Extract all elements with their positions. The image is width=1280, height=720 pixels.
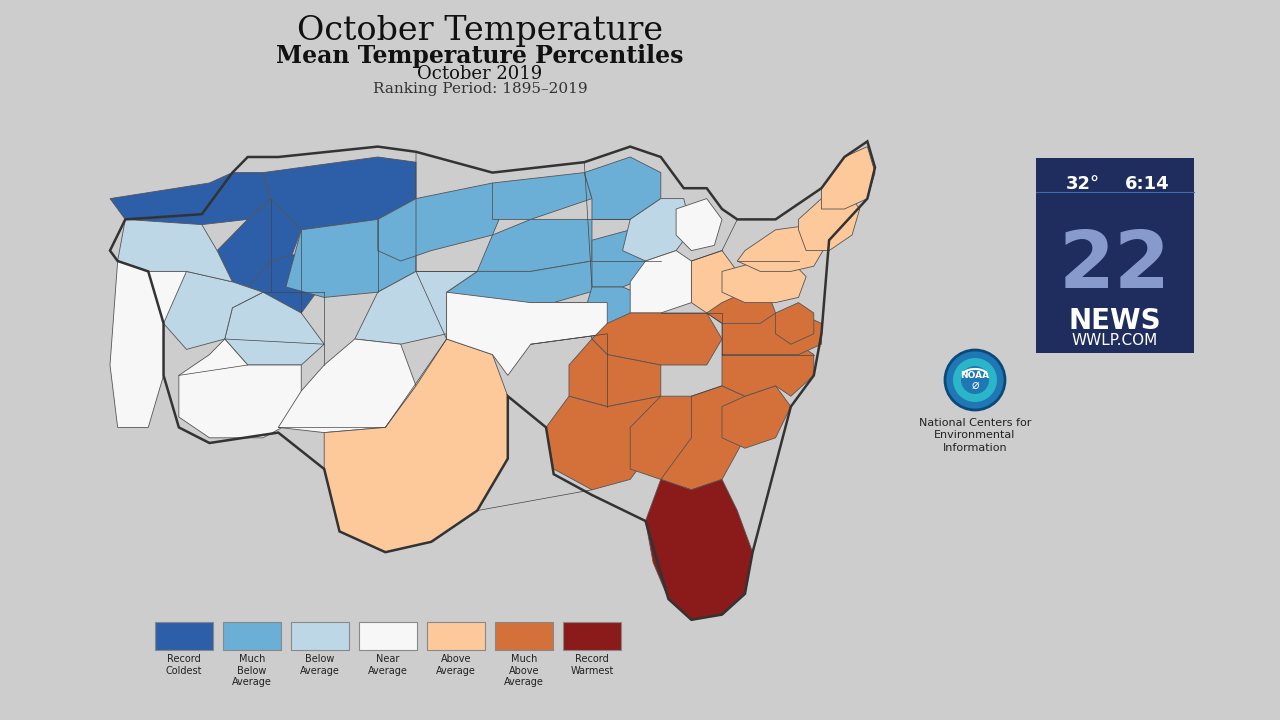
Circle shape xyxy=(954,358,997,402)
Text: NEWS: NEWS xyxy=(1069,307,1161,335)
Text: October 2019: October 2019 xyxy=(417,65,543,83)
Polygon shape xyxy=(676,199,722,251)
Circle shape xyxy=(945,350,1005,410)
FancyBboxPatch shape xyxy=(1036,158,1194,353)
Polygon shape xyxy=(164,271,262,349)
Polygon shape xyxy=(447,292,607,375)
Text: 6:14: 6:14 xyxy=(1125,175,1170,193)
Text: NOAA: NOAA xyxy=(960,371,989,379)
Text: 32°: 32° xyxy=(1066,175,1100,193)
Polygon shape xyxy=(630,251,691,313)
Circle shape xyxy=(961,366,989,394)
Polygon shape xyxy=(118,220,233,282)
Polygon shape xyxy=(225,292,324,365)
Text: National Centers for
Environmental
Information: National Centers for Environmental Infor… xyxy=(919,418,1032,453)
Text: October Temperature: October Temperature xyxy=(297,15,663,47)
Bar xyxy=(155,622,212,650)
Polygon shape xyxy=(378,183,508,261)
Polygon shape xyxy=(547,396,660,490)
Polygon shape xyxy=(110,173,270,225)
Polygon shape xyxy=(447,292,607,344)
Polygon shape xyxy=(278,339,416,433)
Polygon shape xyxy=(179,339,301,438)
Polygon shape xyxy=(722,261,806,302)
Text: Ranking Period: 1895–2019: Ranking Period: 1895–2019 xyxy=(372,82,588,96)
Text: Record
Coldest: Record Coldest xyxy=(165,654,202,675)
Text: ⌀: ⌀ xyxy=(972,379,979,392)
Text: Much
Below
Average: Much Below Average xyxy=(232,654,271,687)
Bar xyxy=(358,622,417,650)
Polygon shape xyxy=(622,199,691,261)
Polygon shape xyxy=(660,386,745,490)
Polygon shape xyxy=(570,339,660,407)
Text: Above
Average: Above Average xyxy=(436,654,476,675)
Bar xyxy=(495,622,553,650)
Polygon shape xyxy=(591,313,722,365)
Polygon shape xyxy=(285,220,416,297)
Polygon shape xyxy=(324,339,508,552)
Polygon shape xyxy=(691,251,737,313)
Polygon shape xyxy=(477,220,591,271)
Polygon shape xyxy=(799,188,860,251)
Polygon shape xyxy=(584,287,660,344)
Polygon shape xyxy=(722,313,822,354)
Polygon shape xyxy=(447,261,607,302)
Polygon shape xyxy=(822,147,876,209)
Text: Record
Warmest: Record Warmest xyxy=(571,654,613,675)
Bar xyxy=(563,622,621,650)
Bar xyxy=(223,622,282,650)
Polygon shape xyxy=(737,225,829,271)
Polygon shape xyxy=(110,261,187,428)
Text: 22: 22 xyxy=(1059,227,1171,305)
Polygon shape xyxy=(630,396,707,480)
Polygon shape xyxy=(241,251,324,318)
Polygon shape xyxy=(776,302,814,344)
Text: WWLP.COM: WWLP.COM xyxy=(1071,333,1158,348)
Text: Near
Average: Near Average xyxy=(369,654,408,675)
Polygon shape xyxy=(707,292,776,323)
Text: Below
Average: Below Average xyxy=(300,654,340,675)
Polygon shape xyxy=(218,199,301,292)
Polygon shape xyxy=(584,157,660,220)
Polygon shape xyxy=(355,271,477,344)
Polygon shape xyxy=(645,480,753,620)
Text: Much
Above
Average: Much Above Average xyxy=(504,654,544,687)
Polygon shape xyxy=(262,157,416,230)
Polygon shape xyxy=(722,344,814,396)
Bar xyxy=(291,622,349,650)
Text: Mean Temperature Percentiles: Mean Temperature Percentiles xyxy=(276,44,684,68)
Bar xyxy=(428,622,485,650)
Polygon shape xyxy=(591,230,660,287)
Polygon shape xyxy=(722,386,791,448)
Polygon shape xyxy=(493,173,591,220)
